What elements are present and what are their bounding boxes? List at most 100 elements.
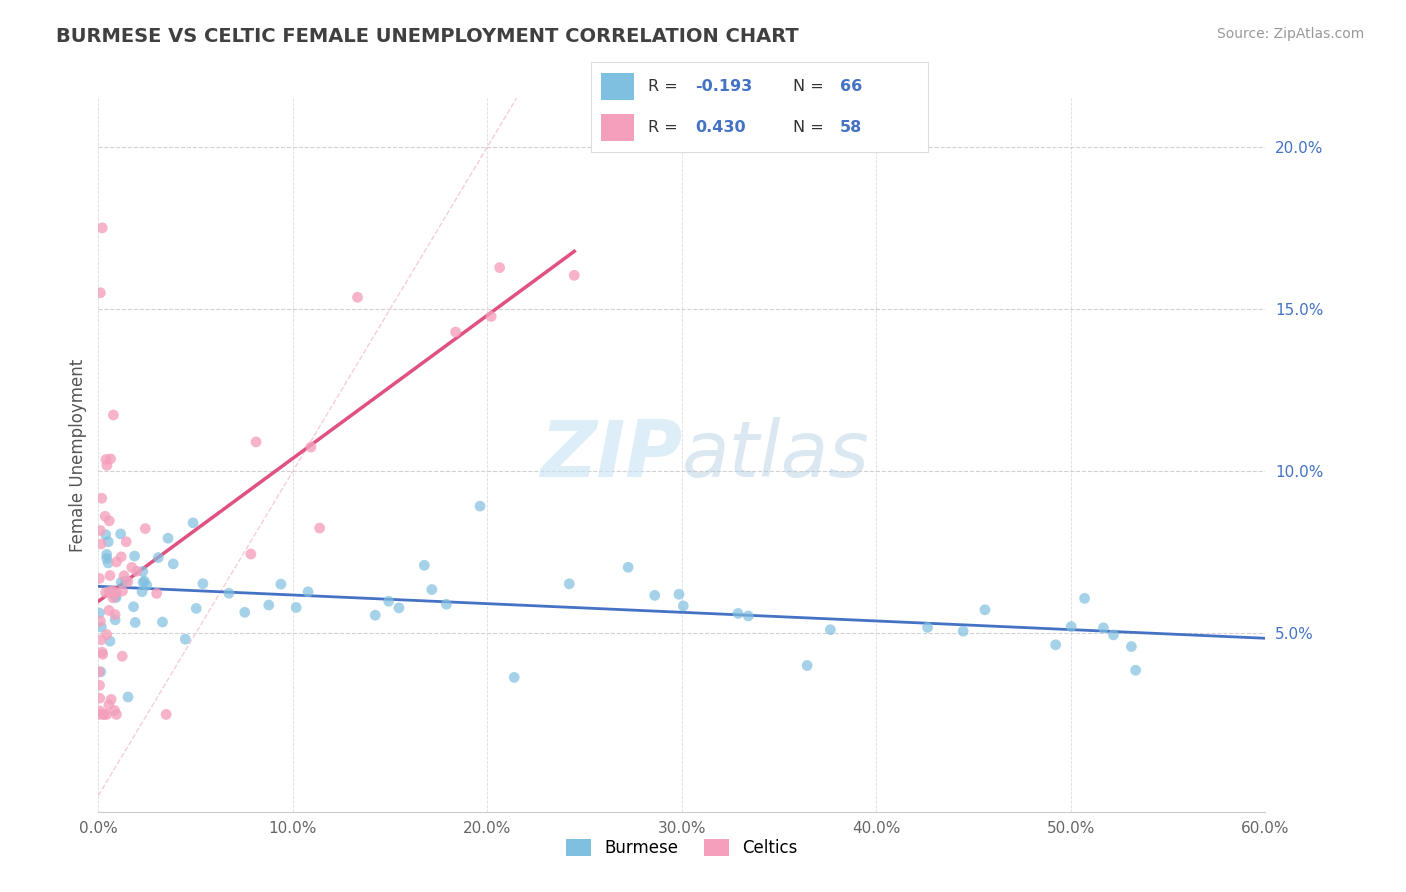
Text: 0.430: 0.430 [695,120,745,135]
Point [90,537,112,551]
Text: 58: 58 [841,120,862,135]
Point [503,670,526,684]
Point [152,615,174,629]
Point [1073,591,1095,606]
Point [96,707,118,722]
Point [89,571,111,585]
Point [89,678,111,692]
FancyBboxPatch shape [600,114,634,141]
Point [117,690,139,704]
Point [87,665,110,679]
Point [93,707,115,722]
Text: BURMESE VS CELTIC FEMALE UNEMPLOYMENT CORRELATION CHART: BURMESE VS CELTIC FEMALE UNEMPLOYMENT CO… [56,27,799,45]
Point [91,645,114,659]
Point [297,584,319,599]
Point [100,692,122,706]
Point [796,658,818,673]
Point [104,607,127,622]
Text: Source: ZipAtlas.com: Source: ZipAtlas.com [1216,27,1364,41]
Point [377,594,399,608]
Point [1092,621,1115,635]
Point [468,499,491,513]
Point [218,586,240,600]
Point [97,534,120,549]
Point [105,555,128,569]
Point [1102,628,1125,642]
Point [135,578,157,592]
Point [727,607,749,621]
Point [90,491,112,506]
Point [96,458,118,473]
Point [105,707,128,722]
Point [101,591,124,605]
Text: ZIP: ZIP [540,417,682,493]
Point [98,568,121,582]
Point [132,575,155,590]
Point [93,707,115,722]
Point [239,547,262,561]
Point [121,560,143,574]
Point [952,624,974,639]
Point [134,522,156,536]
Point [124,615,146,630]
Point [96,627,118,641]
Text: R =: R = [648,79,683,94]
Point [98,603,121,617]
Point [110,549,132,564]
FancyBboxPatch shape [600,73,634,100]
Point [91,648,114,662]
Point [1060,619,1083,633]
Point [186,601,208,615]
Point [299,440,322,454]
Point [1121,640,1143,654]
Point [111,584,134,599]
Point [285,600,308,615]
Point [100,451,122,466]
Point [346,290,368,304]
Point [388,600,411,615]
Point [110,575,132,590]
Point [97,556,120,570]
Point [105,586,128,600]
Point [125,564,148,578]
Text: 66: 66 [841,79,862,94]
Point [103,408,125,422]
Point [89,614,111,628]
Point [89,606,111,620]
Text: R =: R = [648,120,683,135]
Point [155,707,177,722]
Point [668,587,690,601]
Point [488,260,510,275]
Point [89,704,111,718]
Point [364,608,387,623]
Point [737,609,759,624]
Text: N =: N = [793,79,830,94]
Point [112,568,135,582]
Point [181,516,204,530]
Point [245,434,267,449]
Point [148,550,170,565]
Point [90,632,112,647]
Point [98,514,121,528]
Point [96,551,118,566]
Point [94,509,117,524]
Point [270,577,292,591]
Point [131,584,153,599]
Point [122,599,145,614]
Point [436,597,458,611]
Point [105,591,128,605]
Point [94,527,117,541]
Point [111,649,134,664]
Point [104,613,127,627]
Point [479,310,502,324]
Point [917,620,939,634]
Text: atlas: atlas [682,417,870,493]
Legend: Burmese, Celtics: Burmese, Celtics [560,832,804,864]
Point [174,632,197,647]
Point [617,560,640,574]
Point [974,603,997,617]
Point [162,557,184,571]
Point [101,584,124,599]
Point [308,521,330,535]
Point [132,565,155,579]
